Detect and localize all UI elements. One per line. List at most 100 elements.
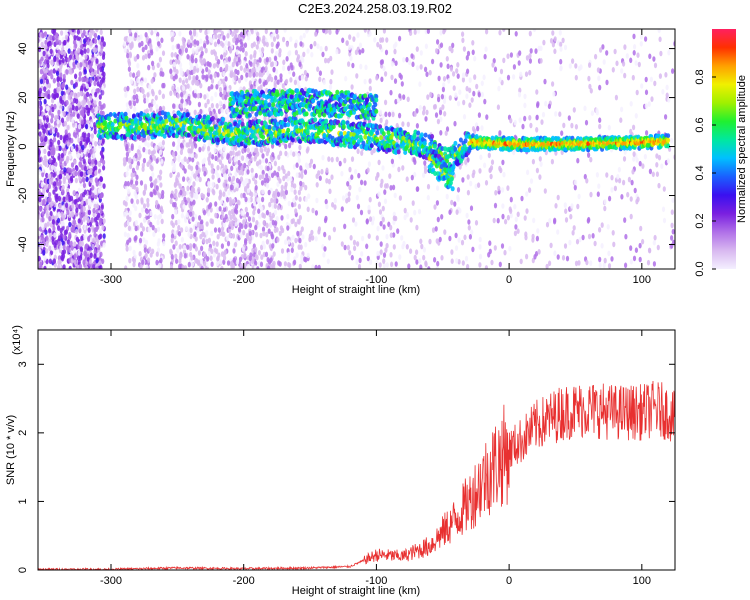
spectrogram-speckle [161, 82, 165, 89]
spectrogram-speckle [200, 46, 204, 52]
spectrogram-speckle [185, 225, 189, 232]
spectrogram-speckle [289, 36, 293, 42]
spectrogram-speckle [433, 103, 437, 110]
spectrogram-speckle [304, 75, 308, 82]
spectrogram-speckle [216, 255, 220, 262]
spectrogram-speckle [533, 253, 537, 260]
spectrogram-speckle [526, 169, 530, 176]
spectrogram-speckle [176, 180, 180, 186]
spectrogram-speckle [377, 191, 381, 197]
spectrogram-speckle [254, 172, 258, 179]
spectrogram-speckle [80, 119, 84, 125]
spectrogram-speckle [69, 107, 73, 113]
spectrogram-speckle [207, 187, 211, 193]
spectrogram-speckle [514, 31, 518, 37]
spectrogram-speckle [66, 174, 70, 180]
spectrogram-speckle [172, 141, 176, 147]
spectrogram-speckle [48, 245, 52, 252]
spectrogram-speckle [202, 209, 207, 216]
spectrogram-speckle [140, 231, 144, 237]
spectrogram-speckle [265, 41, 269, 48]
spectrogram-speckle [176, 247, 180, 254]
spectrogram-speckle [607, 263, 612, 269]
spectrogram-speckle [483, 98, 487, 105]
spectrogram-speckle [150, 150, 154, 156]
spectrogram-speckle [242, 60, 247, 66]
spectrogram-speckle [227, 56, 231, 62]
spectrogram-speckle [216, 233, 220, 240]
spectrogram-speckle [53, 242, 57, 248]
spectrogram-speckle [134, 32, 138, 38]
spectrogram-speckle [158, 262, 162, 269]
spectrogram-speckle [158, 89, 162, 96]
spectrogram-speckle [141, 259, 145, 266]
spectrogram-speckle [605, 50, 609, 56]
spectrogram-speckle [631, 74, 635, 81]
spectrogram-speckle [40, 92, 44, 98]
spectrogram-speckle [96, 68, 100, 75]
spectrogram-speckle [91, 185, 95, 191]
spectrogram-speckle [488, 248, 492, 255]
spectrogram-speckle [215, 183, 219, 190]
spectrogram-speckle [126, 232, 130, 239]
spectrogram-speckle [280, 215, 284, 221]
spectrogram-speckle [127, 158, 131, 164]
spectrogram-speckle [160, 37, 164, 44]
spectrogram-speckle [489, 173, 493, 180]
spectrogram-speckle [600, 222, 604, 228]
spectrogram-speckle [178, 77, 182, 83]
spectrogram-speckle [450, 199, 454, 206]
spectrogram-speckle [55, 44, 60, 51]
spectrogram-speckle [453, 201, 457, 207]
spectrogram-speckle [576, 203, 580, 210]
spectrogram-speckle [381, 37, 385, 43]
spectrogram-speckle [101, 89, 105, 96]
spectrogram-speckle [74, 50, 78, 56]
spectrogram-speckle [155, 46, 159, 52]
spectrogram-speckle [613, 48, 617, 55]
spectrogram-speckle [330, 156, 334, 163]
spectrogram-speckle [409, 217, 413, 223]
spectrogram-speckle [70, 145, 74, 152]
spectrogram-speckle [38, 265, 42, 269]
spectrogram-speckle [138, 212, 142, 219]
spectrogram-speckle [194, 80, 198, 86]
spectrogram-speckle [71, 118, 75, 124]
spectrogram-speckle [93, 32, 98, 39]
spectrogram-speckle [466, 174, 470, 180]
spectrogram-speckle [600, 243, 604, 249]
spectrogram-speckle [468, 102, 472, 108]
spectrogram-speckle [188, 100, 192, 106]
spectrogram-speckle [410, 174, 414, 181]
spectrogram-speckle [157, 192, 162, 199]
spectrogram-speckle [83, 224, 87, 231]
spectrogram-speckle [659, 50, 663, 57]
spectrogram-speckle [69, 195, 74, 202]
spectrogram-speckle [149, 210, 153, 217]
spectrogram-speckle [255, 71, 259, 78]
spectrogram-speckle [95, 257, 99, 264]
spectrogram-speckle [273, 170, 277, 176]
spectrogram-speckle [561, 37, 565, 44]
spectrogram-speckle [556, 229, 560, 235]
spectrogram-speckle [43, 31, 48, 37]
spectrogram-speckle [51, 219, 56, 225]
spectrogram-speckle [237, 200, 241, 206]
spectrogram-speckle [418, 81, 422, 87]
spectrogram-speckle [250, 68, 254, 74]
spectrogram-speckle [41, 216, 45, 223]
spectrogram-speckle [355, 259, 359, 265]
spectrogram-speckle [656, 244, 660, 251]
spectrogram-speckle [90, 71, 94, 78]
spectrogram-speckle [358, 49, 362, 55]
spectrogram-speckle [587, 152, 591, 158]
spectrogram-speckle [454, 92, 458, 98]
spectrogram-speckle [76, 152, 81, 159]
spectrogram-speckle [210, 95, 214, 102]
spectrogram-speckle [177, 219, 181, 225]
spectrogram-speckle [302, 51, 306, 58]
spectrogram-speckle [93, 253, 97, 259]
spectrogram-speckle [65, 84, 69, 90]
spectrogram-speckle [267, 189, 271, 196]
spectrogram-speckle [283, 261, 287, 267]
